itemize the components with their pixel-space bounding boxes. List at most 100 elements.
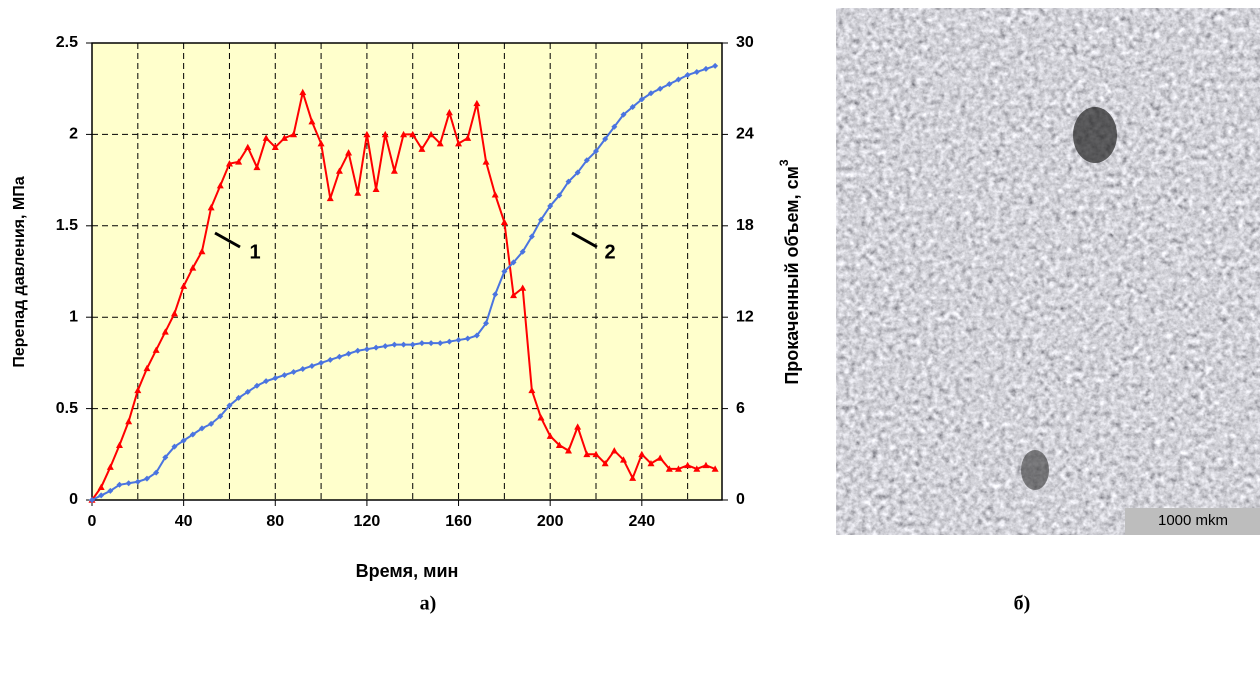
data-point [216,182,224,189]
data-point [354,189,362,196]
x-tick-label: 200 [537,513,564,530]
data-point [152,346,160,353]
data-point [280,134,288,141]
data-point [208,420,215,427]
x-tick-label: 160 [445,513,472,530]
data-point [299,365,306,372]
scale-label: 1000 mkm [1158,512,1228,529]
data-point [153,469,160,476]
data-point [391,341,398,348]
data-point [180,282,188,289]
series-label: 2 [604,241,615,263]
data-point [272,375,279,382]
x-axis-title: Время, мин [356,561,459,581]
data-point [656,454,664,461]
data-point [464,134,472,141]
data-point [382,343,389,350]
data-point [602,135,609,142]
data-point [98,492,105,499]
data-point [583,157,590,164]
data-point [510,259,517,266]
data-point [455,337,462,344]
data-point [647,90,654,97]
data-point [89,497,95,503]
y2-tick-label: 6 [736,400,745,417]
data-point [170,310,178,317]
data-point [116,481,123,488]
data-point [335,167,343,174]
data-point [318,359,325,366]
data-point [180,437,187,444]
data-point [675,76,682,83]
data-point [473,99,481,107]
data-point [281,372,288,379]
data-point [629,474,637,481]
series-label: 1 [249,241,260,263]
y2-title-text: Прокаченный объем, см [782,166,802,385]
y2-tick-label: 30 [736,34,754,51]
data-point [528,386,536,394]
x-tick-label: 0 [88,513,97,530]
y2-title-sup: 3 [777,159,791,166]
data-point [436,140,444,147]
x-tick-label: 240 [628,513,655,530]
data-point [290,130,298,138]
data-point [363,346,370,353]
data-point [427,130,435,138]
data-point [235,394,242,401]
data-point [336,353,343,360]
leader-line [214,231,241,249]
data-point [601,459,609,467]
data-point [235,158,243,165]
data-point [537,414,545,421]
data-point [409,130,417,138]
data-point [390,167,398,174]
data-point [638,96,645,103]
data-point [593,148,599,155]
data-point [308,362,315,369]
data-point [500,218,508,225]
data-point [684,71,691,78]
micrograph [836,8,1260,535]
data-point [317,140,325,147]
data-point [409,341,416,348]
data-point [712,62,719,69]
y-tick-label: 1.5 [56,217,78,234]
data-point [262,134,270,141]
y2-tick-label: 18 [736,217,754,234]
scale-bar [1125,508,1260,535]
data-point [299,88,307,96]
data-point [345,350,352,357]
data-point [492,291,499,298]
data-point [115,441,123,448]
data-point [327,356,334,363]
data-point [171,443,178,450]
data-point [647,459,655,467]
data-point [501,268,508,275]
data-point [445,108,453,116]
data-point [684,461,692,469]
data-point [189,431,196,438]
data-point [556,192,563,199]
y-tick-label: 2.5 [56,34,78,51]
data-point [702,65,709,72]
data-point [244,388,251,395]
data-point [226,402,233,409]
data-point [610,447,618,454]
data-point [263,378,270,385]
data-point [97,483,105,491]
data-point [693,68,700,75]
data-point [555,441,563,448]
data-point [528,233,535,240]
data-point [198,247,206,255]
data-point [491,191,499,198]
data-point [134,386,142,394]
data-point [106,463,114,470]
data-point [418,340,425,347]
data-point [253,382,260,389]
data-point [538,216,545,223]
data-point [363,130,371,138]
data-point [519,284,527,291]
